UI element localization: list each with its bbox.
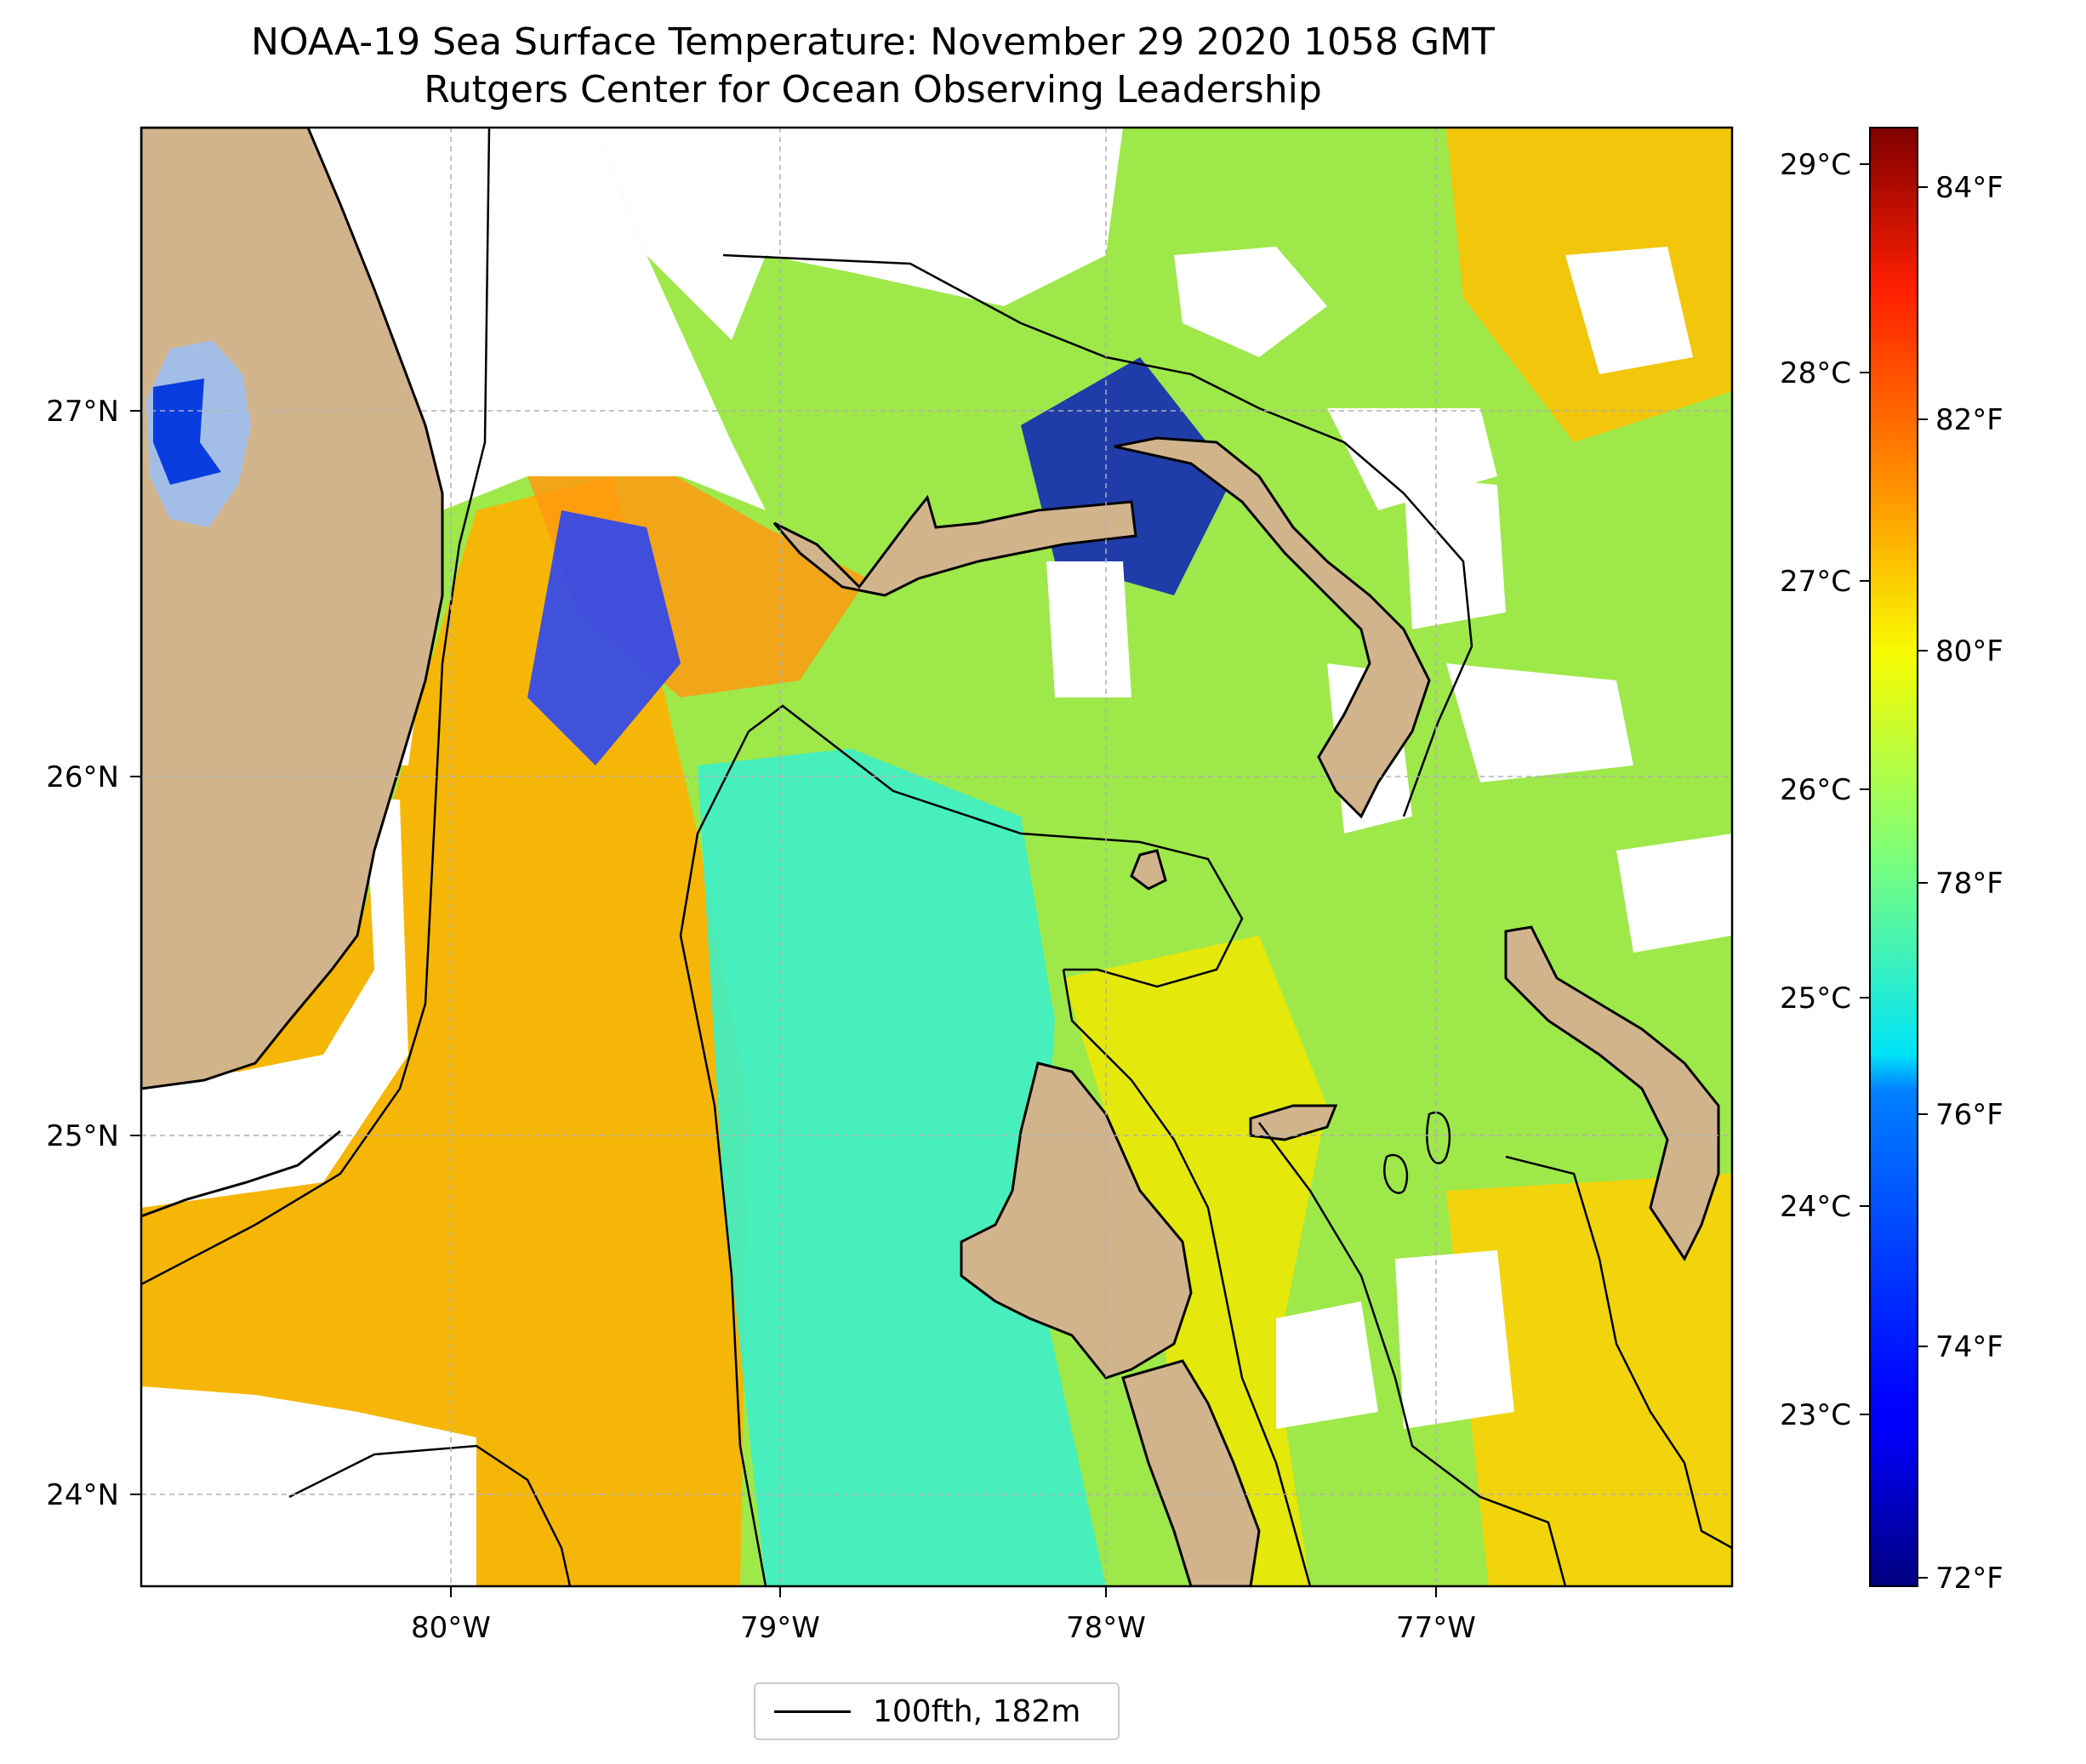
cbar-c-label-25: 25°C: [1780, 982, 1851, 1016]
title-line-1: NOAA-19 Sea Surface Temperature: Novembe…: [251, 20, 1495, 64]
legend: 100fth, 182m: [754, 1682, 1120, 1740]
no-data-cloud-6: [1446, 663, 1633, 782]
chart-title: NOAA-19 Sea Surface Temperature: Novembe…: [141, 19, 1604, 114]
contour-seamount-2: [1383, 1153, 1409, 1194]
cbar-c-label-26: 26°C: [1780, 773, 1851, 807]
florida-keys: [141, 1130, 341, 1218]
lon-tick-label-80w: 80°W: [411, 1611, 491, 1645]
contour-exuma: [1505, 1155, 1732, 1550]
lat-tick-label-27n: 27°N: [46, 395, 119, 429]
abaco-island: [1114, 436, 1431, 819]
cbar-f-label-74: 74°F: [1935, 1330, 2003, 1364]
no-data-cloud-7: [1565, 247, 1693, 374]
map-frame: [140, 126, 1734, 1588]
cbar-f-label-78: 78°F: [1935, 867, 2003, 901]
eleuthera-island: [1504, 925, 1720, 1261]
lon-axis: [450, 1586, 1437, 1597]
cbar-f-label-84: 84°F: [1935, 171, 2003, 205]
legend-label: 100fth, 182m: [873, 1693, 1081, 1729]
no-data-cloud-9: [1276, 1301, 1378, 1429]
cbar-f-label-80: 80°F: [1935, 634, 2003, 669]
cbar-c-label-27: 27°C: [1780, 565, 1851, 599]
cbar-f-label-76: 76°F: [1935, 1098, 2003, 1132]
cbar-f-label-72: 72°F: [1935, 1562, 2003, 1596]
andros-south: [1121, 1359, 1261, 1586]
gridlines: [141, 128, 1732, 1586]
lake-cold-core: [153, 378, 221, 485]
contour-tongue: [748, 704, 1244, 988]
lat-axis: [130, 410, 141, 1495]
sst-cold-north: [527, 510, 681, 765]
cbar-f-label-82: 82°F: [1935, 403, 2003, 437]
no-data-cloud-10: [1395, 1250, 1514, 1429]
no-data-florida-coast: [141, 799, 408, 1208]
no-data-cloud-1: [1174, 247, 1327, 357]
berry-islands: [1130, 849, 1167, 891]
cbar-c-label-28: 28°C: [1780, 356, 1851, 390]
contour-little-bahama-bank: [722, 253, 1473, 817]
contour-great-bahama-west: [679, 731, 767, 1586]
lat-tick-label-26n: 26°N: [46, 760, 119, 794]
colorbar-celsius-ticks: [1860, 163, 1870, 1415]
sst-southeast-warm: [1446, 1174, 1732, 1586]
grand-bahama-island: [772, 494, 1137, 597]
contour-florida-shelf: [141, 128, 491, 1286]
contour-seamount-1: [1426, 1111, 1451, 1164]
lon-tick-label-78w: 78°W: [1066, 1611, 1146, 1645]
lon-tick-label-79w: 79°W: [740, 1611, 820, 1645]
lat-tick-label-25n: 25°N: [46, 1119, 119, 1153]
cbar-c-label-23: 23°C: [1780, 1398, 1851, 1432]
cbar-c-label-24: 24°C: [1780, 1190, 1851, 1224]
bathymetry-contours: [141, 128, 1732, 1586]
colorbar-fahrenheit-ticks: [1918, 186, 1928, 1579]
contour-south-cay: [288, 1444, 572, 1586]
no-data-top-center: [596, 128, 1123, 340]
sst-cool-channel: [698, 748, 1106, 1586]
cbar-c-label-29: 29°C: [1780, 148, 1851, 182]
colorbar: [1869, 127, 1918, 1587]
lat-tick-label-24n: 24°N: [46, 1478, 119, 1512]
contour-great-bahama-east: [1062, 969, 1312, 1586]
no-data-cloud-8: [1616, 834, 1732, 953]
andros-island: [960, 1061, 1193, 1380]
title-line-2: Rutgers Center for Ocean Observing Leade…: [424, 68, 1322, 111]
contour-tongue-of-ocean: [1258, 1122, 1567, 1586]
no-data-cloud-4: [1046, 561, 1131, 697]
legend-line-swatch: [774, 1710, 851, 1713]
lon-tick-label-77w: 77°W: [1396, 1611, 1476, 1645]
